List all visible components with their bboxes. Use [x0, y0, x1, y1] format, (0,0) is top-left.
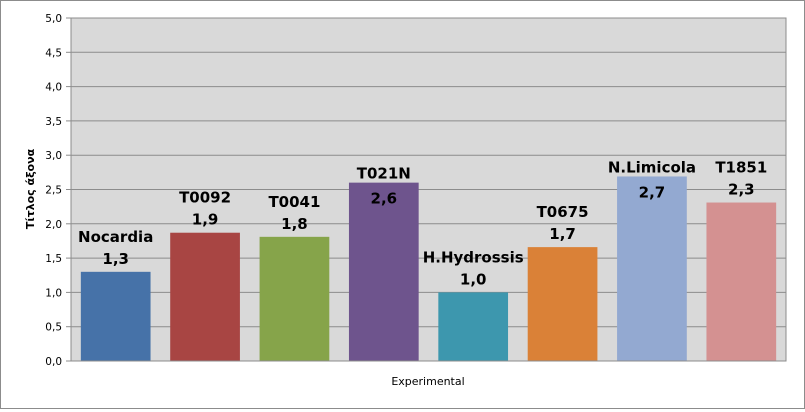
- bar: [617, 176, 687, 361]
- data-label-value: 2,6: [371, 190, 398, 208]
- data-labels: Nocardia 1,3 T0092 1,9 T0041 1,8 T021N 2,6 H.Hyd…: [78, 158, 767, 288]
- y-tick-label: 3,5: [45, 116, 62, 128]
- y-tick-label: 0,0: [45, 356, 62, 368]
- y-tick-label: 2,0: [45, 219, 62, 231]
- data-label-value: 1,0: [460, 270, 487, 288]
- bar: [170, 232, 240, 361]
- data-label-value: 1,8: [281, 215, 308, 233]
- data-label-category: T021N: [357, 165, 411, 183]
- y-axis-title: Τίτλος άξονα: [24, 148, 37, 229]
- y-tick-label: 0,5: [45, 322, 62, 334]
- data-label-category: T0041: [268, 193, 320, 211]
- data-label-category: Nocardia: [78, 228, 153, 246]
- y-tick-label: 1,0: [45, 287, 62, 299]
- y-tick-label: 4,5: [45, 47, 62, 59]
- data-label-value: 2,7: [639, 183, 666, 201]
- data-label-value: 1,3: [102, 250, 129, 268]
- y-tick-label: 5,0: [45, 13, 62, 25]
- bar: [438, 292, 509, 361]
- y-tick-label: 4,0: [45, 82, 62, 94]
- data-label-category: H.Hydrossis: [423, 248, 524, 266]
- bar: [527, 247, 598, 361]
- data-label-value: 1,7: [549, 225, 576, 243]
- data-label-value: 2,3: [728, 181, 755, 199]
- data-label-category: T1851: [715, 159, 767, 177]
- bar: [80, 271, 151, 361]
- bar: [348, 182, 419, 361]
- y-tick-label: 3,0: [45, 150, 62, 162]
- data-label-category: N.Limicola: [608, 158, 696, 176]
- data-label-value: 1,9: [192, 211, 219, 229]
- bars: [80, 176, 777, 361]
- data-label-category: T0092: [179, 189, 231, 207]
- bar: [259, 236, 330, 361]
- data-label-category: T0675: [537, 203, 589, 221]
- y-tick-label: 2,5: [45, 185, 62, 197]
- y-axis-ticks: 0,0 0,5 1,0 1,5 2,0 2,5 3,0 3,5 4,0 4,5 5,0: [45, 13, 71, 368]
- x-axis-title: Experimental: [391, 375, 464, 388]
- y-tick-label: 1,5: [45, 253, 62, 265]
- bar: [706, 202, 777, 361]
